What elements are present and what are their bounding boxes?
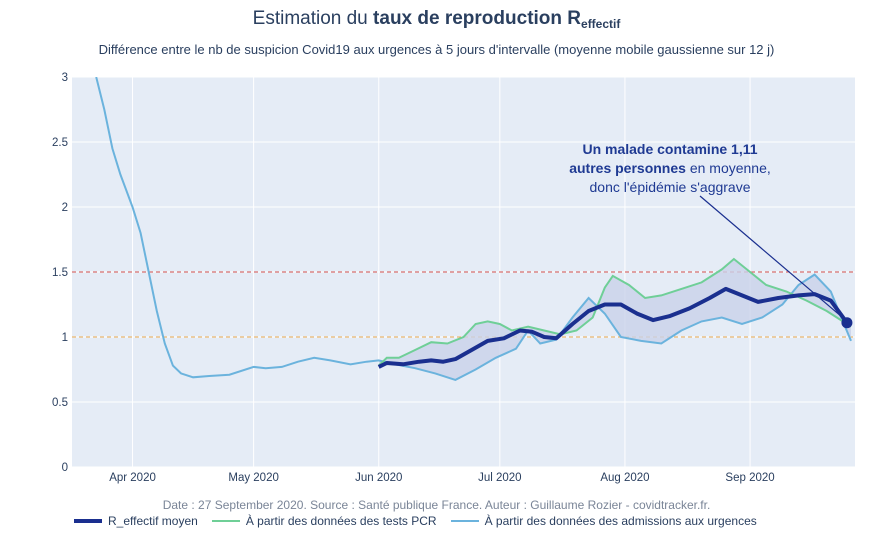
y-tick-label: 3 [62,72,68,84]
last-point-marker [841,317,853,329]
annotation-text: Un malade contamine 1,11 autres personne… [569,141,771,195]
y-tick-label: 0 [62,462,68,474]
legend-label-pcr: À partir des données des tests PCR [245,514,437,528]
source-text: Date : 27 September 2020. Source : Santé… [162,498,711,512]
x-tick-label: Aug 2020 [600,472,649,484]
y-tick-label: 2 [62,202,68,214]
x-tick-label: Jul 2020 [478,472,521,484]
legend-label-urgences: À partir des données des admissions aux … [484,514,757,528]
x-tick-label: Apr 2020 [109,472,156,484]
legend-label-mean: R_effectif moyen [108,514,198,528]
legend: R_effectif moyen À partir des données de… [74,514,757,528]
y-tick-label: 2.5 [52,137,68,149]
y-tick-label: 0.5 [52,397,68,409]
legend-swatch-mean [74,519,102,523]
legend-item-urgences[interactable]: À partir des données des admissions aux … [450,514,757,528]
series-line-urgences [95,77,852,381]
series-line-pcr [378,257,852,367]
chart-subtitle: Différence entre le nb de suspicion Covi… [98,42,775,57]
x-tick-label: Jun 2020 [355,472,402,484]
series-line-mean [377,286,849,369]
legend-swatch-urgences [450,520,479,522]
legend-item-pcr[interactable]: À partir des données des tests PCR [211,514,437,528]
legend-item-mean[interactable]: R_effectif moyen [74,514,198,528]
y-tick-label: 1.5 [52,267,68,279]
y-tick-label: 1 [62,332,68,344]
annotation-arrow [699,195,845,320]
x-tick-label: May 2020 [228,472,279,484]
legend-swatch-pcr [211,520,240,522]
x-tick-label: Sep 2020 [725,472,774,484]
confidence-band [378,259,851,380]
chart-title: Estimation du taux de reproduction Reffe… [252,8,621,31]
